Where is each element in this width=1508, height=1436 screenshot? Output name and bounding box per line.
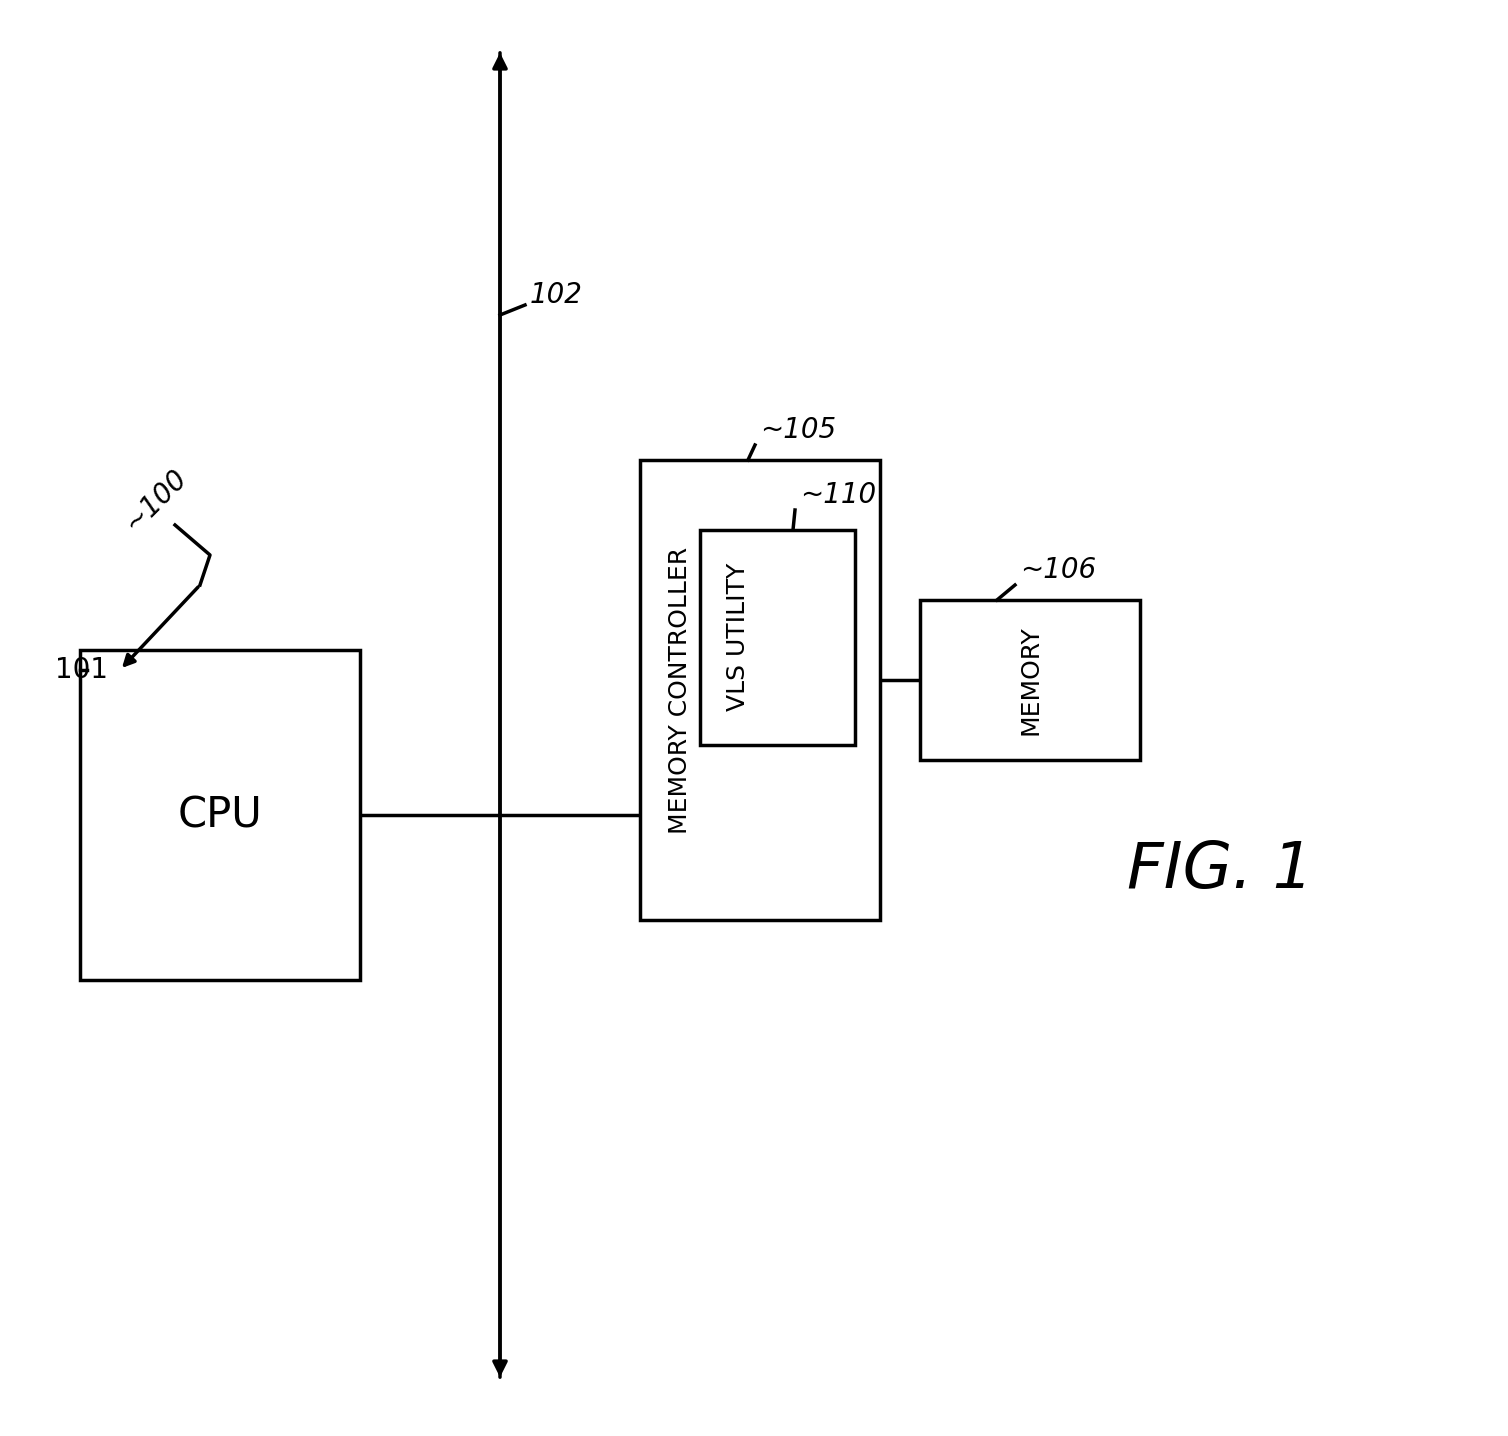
Text: ~106: ~106: [1019, 556, 1096, 584]
Text: ~110: ~110: [801, 481, 876, 508]
Bar: [639, 460, 881, 920]
Text: VLS UTILITY: VLS UTILITY: [725, 563, 749, 711]
Text: MEMORY CONTROLLER: MEMORY CONTROLLER: [668, 547, 692, 833]
Text: CPU: CPU: [178, 794, 262, 836]
Bar: [700, 530, 855, 745]
Text: ~105: ~105: [760, 416, 835, 444]
Text: 101: 101: [54, 656, 109, 684]
Text: ~100: ~100: [118, 464, 192, 537]
Text: 102: 102: [529, 281, 584, 309]
Text: MEMORY: MEMORY: [1018, 625, 1042, 735]
Bar: [920, 600, 1140, 760]
Text: FIG. 1: FIG. 1: [1126, 839, 1313, 900]
Bar: [80, 651, 360, 979]
